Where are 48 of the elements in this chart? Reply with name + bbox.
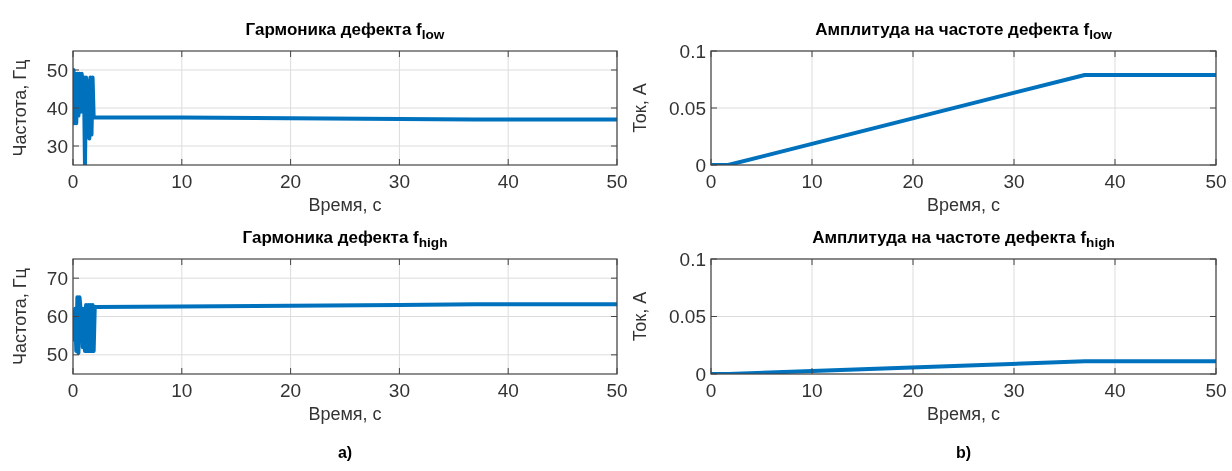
y-tick-label: 0.1 [679,40,706,62]
y-tick-label: 70 [46,267,68,289]
x-tick-label: 30 [388,171,410,192]
x-axis-title: Время, с [926,195,1001,215]
x-tick-label: 30 [388,380,410,401]
y-axis-title: Частота, Гц [10,59,30,157]
x-tick-label: 40 [1104,380,1126,401]
x-tick-label: 50 [1205,171,1227,192]
x-tick-label: 40 [497,380,519,401]
chart-title: Гармоника дефекта f$_{high}$ [242,228,448,251]
x-axis-title: Время, с [926,404,1001,424]
x-tick-label: 20 [902,171,924,192]
x-tick-label: 10 [171,380,193,401]
y-tick-label: 0 [695,154,706,176]
x-tick-label: 30 [1003,380,1025,401]
x-tick-label: 20 [902,380,924,401]
y-tick-label: 50 [46,59,68,81]
x-tick-label: 10 [801,380,823,401]
x-axis-title: Время, с [308,404,382,424]
text: a) [337,444,353,461]
text: b) [955,444,972,461]
y-tick-label: 60 [46,306,68,328]
x-axis-title: Время, с [308,195,382,215]
y-tick-label: 0.1 [679,248,706,270]
line-series [73,295,617,355]
x-tick-label: 30 [1003,171,1025,192]
y-tick-label: 0.05 [669,306,706,328]
y-tick-label: 30 [46,135,68,157]
chart-title: Гармоника дефекта f$_{low}$ [245,20,445,43]
y-axis-title: Частота, Гц [10,268,30,365]
chart-title: Амплитуда на частоте дефекта f$_{low}$ [815,20,1113,43]
x-tick-label: 20 [280,380,302,401]
y-axis-title: Ток, А [630,83,650,133]
y-tick-label: 50 [46,344,68,366]
y-tick-label: 0.05 [669,97,706,119]
x-tick-label: 50 [1205,380,1227,401]
line-series [73,68,617,165]
x-tick-label: 10 [801,171,823,192]
x-tick-label: 20 [280,171,302,192]
y-tick-label: 0 [695,363,706,385]
chart-title: Амплитуда на частоте дефекта f$_{high}$ [812,228,1115,251]
x-tick-label: 40 [1104,171,1126,192]
x-tick-label: 50 [606,171,628,192]
y-tick-label: 40 [46,97,68,119]
y-axis-title: Ток, А [630,291,650,342]
x-tick-label: 10 [171,171,193,192]
x-tick-label: 40 [497,171,519,192]
x-tick-label: 50 [606,380,628,401]
